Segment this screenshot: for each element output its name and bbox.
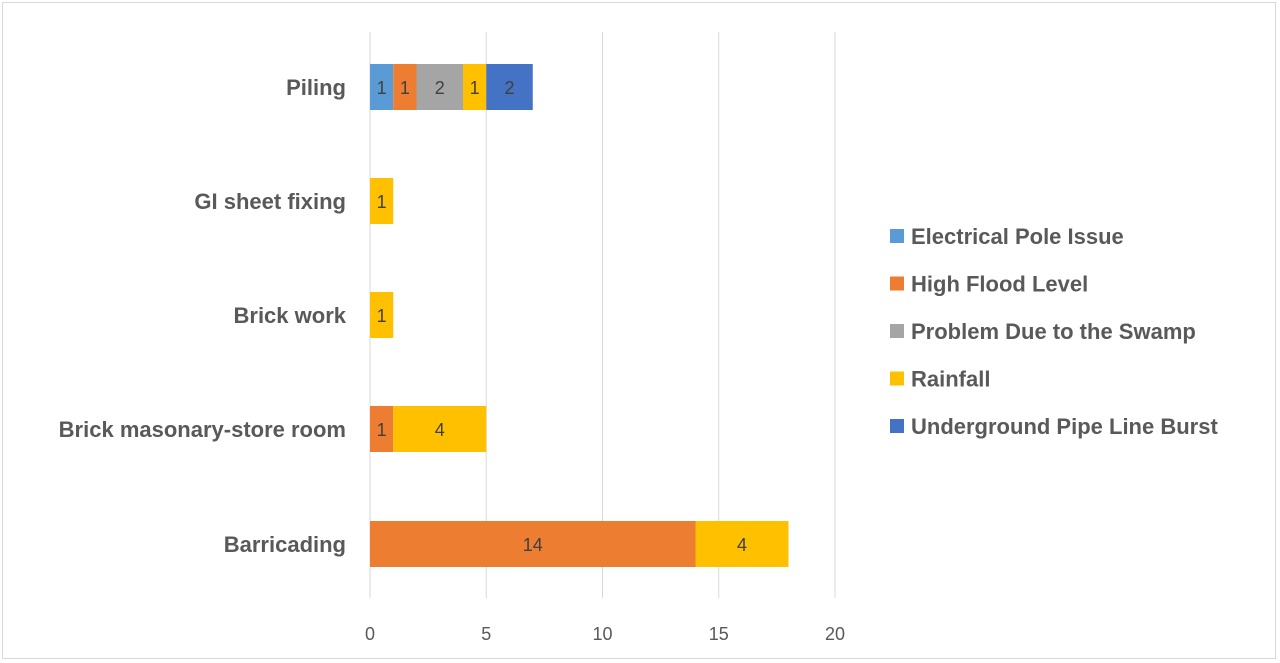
- category-label: Piling: [286, 75, 346, 100]
- data-label: 1: [377, 420, 387, 440]
- x-tick-label: 5: [481, 624, 491, 644]
- bar-segment: [393, 64, 417, 110]
- bar-segment: [463, 64, 487, 110]
- legend-label: High Flood Level: [911, 272, 1088, 297]
- bar-segment: [370, 521, 696, 567]
- data-label: 1: [377, 78, 387, 98]
- data-label: 4: [737, 535, 747, 555]
- category-labels: Piling GI sheet fixing Brick work Brick mas…: [59, 75, 347, 557]
- gridlines: [369, 32, 836, 598]
- data-label: 2: [504, 78, 514, 98]
- bar-segment: [370, 64, 394, 110]
- legend: Electrical Pole Issue High Flood Level Pro…: [890, 224, 1218, 439]
- legend-swatch: [890, 276, 904, 291]
- category-label: Brick work: [234, 303, 347, 328]
- legend-swatch: [890, 229, 904, 243]
- data-label: 4: [435, 420, 445, 440]
- legend-swatch: [890, 324, 904, 338]
- x-tick-label: 20: [825, 624, 845, 644]
- x-tick-label: 10: [592, 624, 612, 644]
- category-label: Brick masonary-store room: [59, 417, 346, 442]
- bar-segment: [393, 406, 487, 452]
- bar-segment: [486, 64, 533, 110]
- data-label: 1: [400, 78, 410, 98]
- legend-label: Rainfall: [911, 367, 990, 392]
- data-label: 1: [470, 78, 480, 98]
- category-label: GI sheet fixing: [194, 189, 346, 214]
- data-label: 2: [435, 78, 445, 98]
- data-label: 1: [377, 192, 387, 212]
- x-tick-label: 0: [365, 624, 375, 644]
- legend-swatch: [890, 419, 904, 433]
- legend-label: Underground Pipe Line Burst: [911, 414, 1218, 439]
- bar-segment: [370, 178, 394, 224]
- x-tick-label: 15: [709, 624, 729, 644]
- bar-segment: [416, 64, 463, 110]
- legend-swatch: [890, 371, 904, 386]
- data-label: 1: [377, 306, 387, 326]
- bar-segment: [695, 521, 789, 567]
- legend-label: Problem Due to the Swamp: [911, 319, 1196, 344]
- bar-segment: [370, 292, 394, 338]
- data-label: 14: [523, 535, 543, 555]
- bar-segment: [370, 406, 394, 452]
- x-tick-labels: 0 5 10 15 20: [365, 624, 845, 644]
- category-label: Barricading: [224, 532, 346, 557]
- legend-label: Electrical Pole Issue: [911, 224, 1124, 249]
